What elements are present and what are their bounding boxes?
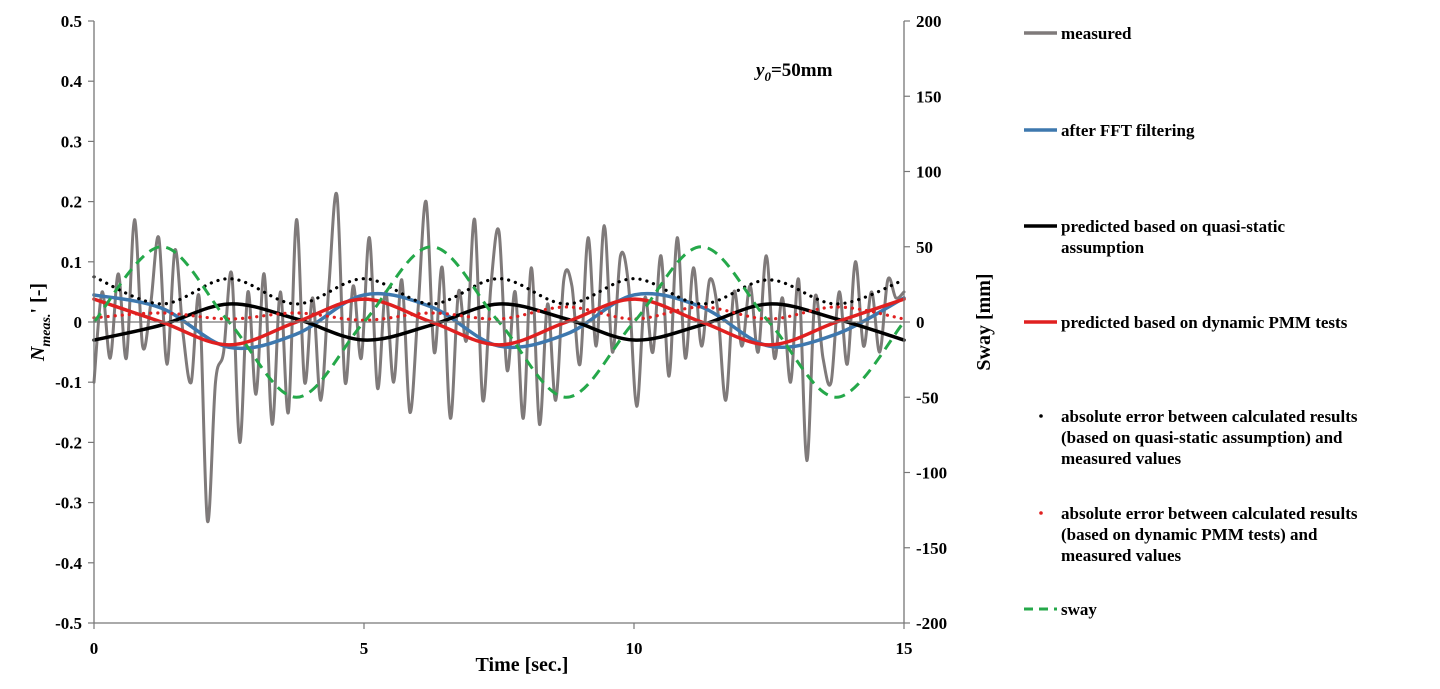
legend-item: absolute error between calculated result…: [1039, 504, 1358, 565]
legend-label: predicted based on dynamic PMM tests: [1061, 313, 1348, 332]
y-tick-label: 0.2: [61, 193, 82, 212]
x-tick-label: 10: [626, 639, 643, 658]
y2-tick-label: 0: [916, 313, 925, 332]
legend-label: predicted based on quasi-static assumptio…: [1061, 217, 1285, 257]
legend-label-line: absolute error between calculated result…: [1061, 407, 1358, 426]
series-layer: [92, 191, 906, 524]
y2-tick-label: -100: [916, 464, 947, 483]
y2-tick-label: -200: [916, 614, 947, 633]
y-axis-title-main: N: [27, 345, 49, 362]
legend-label: measured: [1061, 24, 1132, 43]
x-axis-title: Time [sec.]: [476, 654, 569, 676]
legend-label-line: measured values: [1061, 546, 1181, 565]
legend-label-line: absolute error between calculated result…: [1061, 504, 1358, 523]
y-tick-label: 0.5: [61, 12, 82, 31]
y-tick-label: -0.4: [55, 554, 82, 573]
legend-label: absolute error between calculated result…: [1061, 407, 1358, 468]
legend-label-line: sway: [1061, 600, 1097, 619]
legend-label-line: (based on quasi-static assumption) and: [1061, 428, 1343, 447]
legend-layer: measured after FFT filtering predicted bas…: [1024, 24, 1358, 619]
x-tick-label: 0: [90, 639, 99, 658]
annotation-var: y: [754, 60, 765, 81]
legend-label: after FFT filtering: [1061, 121, 1195, 140]
y-tick-label: -0.5: [55, 614, 82, 633]
y2-tick-label: 100: [916, 163, 942, 182]
legend-label-line: assumption: [1061, 238, 1145, 257]
legend-swatch-dot: [1039, 414, 1043, 418]
y-tick-label: -0.3: [55, 494, 82, 513]
annotation-sub: 0: [764, 69, 771, 84]
series-line: [92, 305, 906, 322]
legend-item: predicted based on dynamic PMM tests: [1024, 313, 1348, 332]
y2-tick-label: -50: [916, 388, 939, 407]
y2-axis-title: Sway [mm]: [973, 273, 995, 370]
legend-item: sway: [1024, 600, 1097, 619]
legend-label: absolute error between calculated result…: [1061, 504, 1358, 565]
series-line: [92, 302, 906, 342]
y-tick-label: -0.2: [55, 433, 82, 452]
y-tick-label: 0.1: [61, 253, 82, 272]
y2-tick-label: 200: [916, 12, 942, 31]
legend-label-line: measured: [1061, 24, 1132, 43]
y-axis-title-sub: meas.: [39, 314, 54, 347]
legend-swatch-dot: [1039, 511, 1043, 515]
annotation: y0=50mm: [754, 60, 833, 84]
legend-item: absolute error between calculated result…: [1039, 407, 1358, 468]
legend-label-line: after FFT filtering: [1061, 121, 1195, 140]
series-line: [92, 297, 906, 347]
legend-item: after FFT filtering: [1024, 121, 1195, 140]
legend-label-line: predicted based on quasi-static: [1061, 217, 1285, 236]
y-tick-label: 0: [74, 313, 83, 332]
y2-tick-label: 50: [916, 238, 933, 257]
legend-label: sway: [1061, 600, 1097, 619]
y-axis-title-rest: ' [-]: [27, 283, 49, 314]
y-tick-label: 0.3: [61, 132, 82, 151]
legend-item: predicted based on quasi-static assumptio…: [1024, 217, 1285, 257]
axes-layer: [93, 21, 905, 624]
y2-tick-label: -150: [916, 539, 947, 558]
ticks-layer: 0.5 0.4 0.3 0.2 0.1 0 -0.1 -0.2 -0.3 -0.4 -0.5 200 1…: [55, 12, 947, 658]
y2-tick-label: 150: [916, 87, 942, 106]
y-tick-label: -0.1: [55, 373, 82, 392]
series-line: [92, 191, 906, 524]
legend-item: measured: [1024, 24, 1132, 43]
legend-label-line: (based on dynamic PMM tests) and: [1061, 525, 1318, 544]
x-tick-label: 5: [360, 639, 369, 658]
x-tick-label: 15: [896, 639, 913, 658]
y-axis-title: Nmeas.' [-]: [27, 283, 54, 362]
legend-label-line: measured values: [1061, 449, 1181, 468]
annotation-rest: =50mm: [771, 60, 833, 81]
y-tick-label: 0.4: [61, 72, 83, 91]
legend-label-line: predicted based on dynamic PMM tests: [1061, 313, 1348, 332]
